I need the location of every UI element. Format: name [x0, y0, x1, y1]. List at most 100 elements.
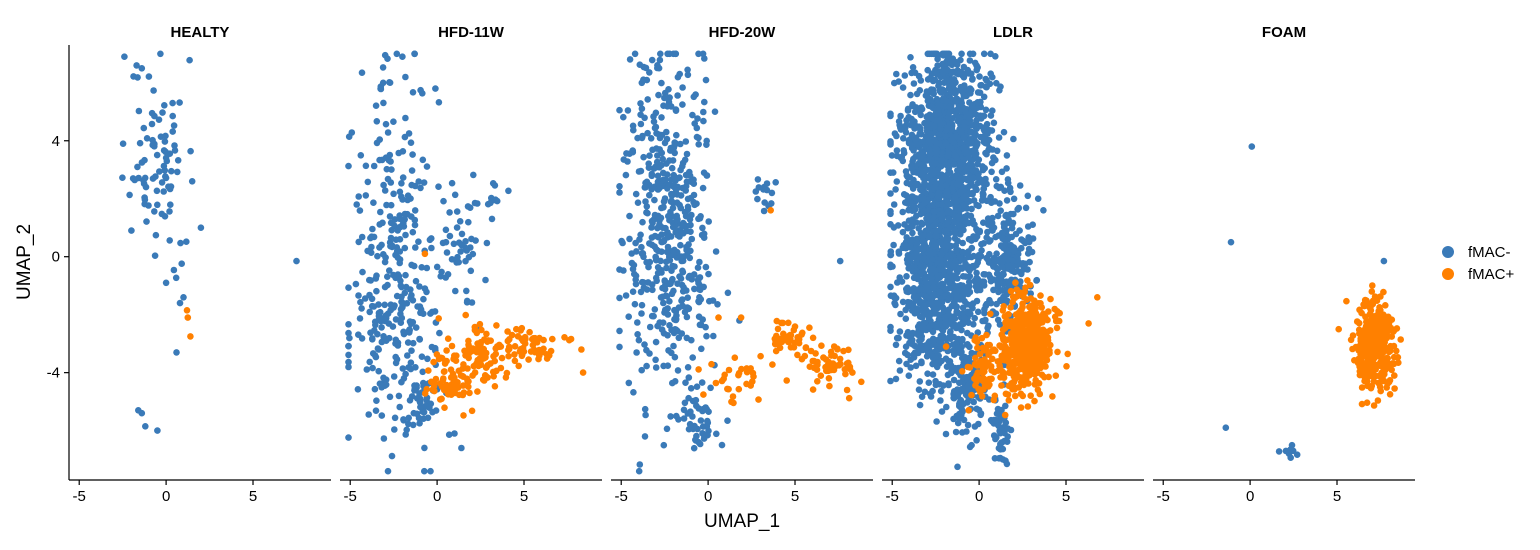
data-point [141, 200, 148, 208]
data-point [432, 85, 439, 92]
data-point [651, 196, 658, 204]
data-point [1001, 324, 1009, 332]
data-point [700, 391, 707, 398]
data-point [651, 124, 659, 132]
data-point [983, 300, 990, 308]
data-point [924, 173, 932, 180]
data-point [1380, 288, 1387, 296]
data-point [696, 215, 704, 222]
data-point [978, 247, 985, 254]
data-point [663, 135, 671, 143]
x-tick-label: 0 [1246, 488, 1254, 505]
data-point [945, 150, 952, 157]
data-point [964, 421, 972, 429]
data-point [933, 50, 941, 58]
data-point [995, 422, 1002, 430]
data-point [648, 312, 656, 320]
data-point [818, 342, 825, 350]
data-point [899, 298, 907, 306]
data-point [456, 218, 464, 225]
data-point [162, 174, 170, 182]
data-point [942, 315, 949, 323]
data-point [403, 300, 411, 307]
data-point [673, 191, 681, 198]
data-point [1025, 353, 1033, 361]
data-point [975, 385, 982, 393]
data-point [960, 134, 968, 141]
data-point [967, 90, 974, 97]
data-point [460, 412, 467, 419]
data-point [186, 56, 193, 64]
data-point [155, 116, 163, 123]
data-point [1380, 367, 1387, 375]
data-point [990, 119, 998, 127]
data-point [1021, 348, 1028, 356]
data-point [1378, 323, 1385, 330]
data-point [408, 181, 416, 189]
data-point [706, 297, 713, 305]
data-point [973, 261, 980, 269]
data-point [1380, 331, 1387, 339]
data-point [812, 350, 819, 357]
data-point [381, 187, 389, 194]
data-point [692, 396, 700, 404]
data-point [919, 169, 926, 177]
data-point [695, 405, 702, 412]
data-point [939, 210, 946, 218]
data-point [633, 248, 640, 255]
data-point [959, 304, 967, 312]
data-point [893, 334, 901, 342]
data-point [1063, 363, 1070, 370]
data-point [454, 253, 461, 261]
data-point [810, 357, 818, 365]
data-point [358, 69, 366, 76]
data-point [937, 157, 944, 164]
data-point [903, 117, 910, 124]
data-point [365, 411, 373, 418]
data-point [661, 94, 668, 102]
data-point [642, 184, 649, 191]
data-point [944, 77, 952, 84]
data-point [970, 197, 978, 204]
data-point [1009, 219, 1017, 227]
data-point [173, 349, 180, 356]
data-point [698, 345, 705, 353]
data-point [705, 218, 712, 225]
data-point [673, 131, 680, 139]
data-point [958, 183, 966, 190]
data-point [699, 430, 706, 437]
data-point [925, 213, 932, 220]
data-point [426, 404, 433, 412]
data-point [161, 213, 169, 220]
data-point [959, 248, 966, 256]
data-point [401, 210, 409, 218]
data-point [705, 270, 712, 278]
data-point [362, 162, 370, 170]
data-point [370, 199, 377, 206]
data-point [1349, 345, 1356, 353]
data-point [655, 185, 662, 193]
data-point [953, 246, 960, 254]
data-point [767, 207, 774, 214]
data-point [451, 191, 459, 199]
data-point [401, 244, 409, 252]
data-point [446, 209, 453, 216]
data-point [396, 403, 404, 411]
data-point [1358, 384, 1366, 391]
data-point [689, 413, 696, 420]
data-point [687, 228, 694, 235]
data-point [933, 418, 940, 425]
data-point [802, 344, 810, 352]
data-point [927, 275, 935, 283]
data-point [371, 318, 379, 326]
data-point [1029, 345, 1036, 353]
data-point [922, 275, 929, 283]
data-point [1022, 204, 1030, 212]
data-point [672, 315, 680, 323]
data-point [1085, 320, 1092, 327]
data-point [900, 149, 908, 157]
data-point [909, 229, 916, 237]
data-point [378, 324, 385, 331]
data-point [391, 414, 399, 422]
data-point [680, 415, 688, 422]
